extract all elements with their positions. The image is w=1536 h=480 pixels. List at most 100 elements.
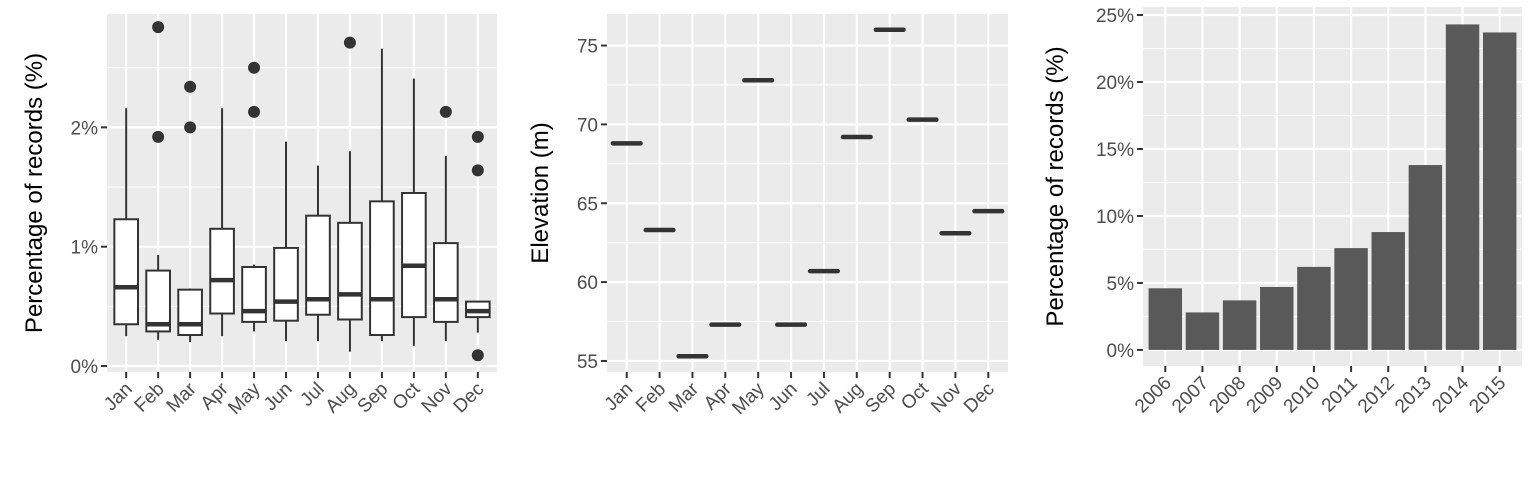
panel-background	[607, 14, 1008, 372]
box-Jul	[305, 165, 331, 341]
bar-2009	[1260, 286, 1294, 350]
x-tick-label: Mar	[665, 378, 703, 416]
x-tick-label: Mar	[163, 378, 201, 416]
iqr-box	[337, 221, 363, 321]
outlier-point	[471, 164, 484, 177]
box-May	[241, 61, 267, 332]
bar-2013	[1408, 165, 1443, 350]
x-tick-label: 2014	[1428, 372, 1473, 417]
panel-3: 0% 5% 10% 15% 20% 25% 200620072008200920102011…	[1042, 6, 1522, 417]
x-tick-label: Sep	[861, 379, 900, 418]
x-tick-label: May	[224, 378, 265, 419]
box-Dec	[464, 130, 491, 362]
bar-2008	[1222, 300, 1257, 350]
x-tick-label: May	[728, 378, 769, 419]
x-tick-label: Nov	[927, 378, 966, 417]
y-axis-title: Percentage of records (%)	[1042, 46, 1069, 326]
iqr-box	[177, 288, 203, 337]
x-tick-label: Jun	[765, 379, 802, 416]
panel-background	[107, 14, 497, 372]
x-tick-label: Aug	[829, 379, 868, 418]
outlier-point	[248, 61, 261, 74]
iqr-box	[401, 192, 427, 319]
box-Apr	[209, 108, 235, 337]
x-tick-label: Dec	[960, 379, 999, 418]
iqr-box	[209, 227, 235, 315]
iqr-box	[369, 200, 395, 337]
x-tick-label: Apr	[700, 378, 736, 414]
x-tick-label: Jul	[802, 379, 834, 411]
y-tick-label: 10%	[1096, 207, 1134, 228]
bar-2007	[1185, 312, 1220, 350]
x-tick-label: 2007	[1168, 373, 1213, 418]
box-Mar	[177, 80, 203, 343]
box-Sep	[369, 48, 395, 341]
y-tick-label: 0%	[71, 357, 99, 378]
y-axis-title: Elevation (m)	[527, 122, 554, 263]
y-tick-label: 60	[577, 273, 598, 294]
iqr-box	[305, 214, 331, 316]
outlier-point	[471, 130, 484, 143]
x-tick-label: 2006	[1131, 373, 1176, 418]
bar-2010	[1297, 266, 1331, 350]
x-tick-label: 2012	[1354, 373, 1399, 418]
y-tick-label: 5%	[1107, 274, 1135, 295]
y-tick-label: 20%	[1096, 73, 1134, 94]
y-tick-label: 15%	[1096, 140, 1134, 161]
box-Aug	[337, 36, 363, 352]
x-tick-label: 2009	[1243, 373, 1288, 418]
box-Nov	[433, 105, 459, 341]
x-tick-label: 2013	[1391, 373, 1436, 418]
box-Jun	[273, 141, 299, 341]
x-tick-label: Feb	[131, 379, 169, 417]
outlier-point	[248, 105, 261, 118]
y-axis-title: Percentage of records (%)	[21, 53, 48, 333]
y-tick-label: 65	[577, 194, 598, 215]
x-tick-label: Nov	[418, 378, 457, 417]
outlier-point	[184, 121, 197, 134]
outlier-point	[152, 130, 165, 143]
x-tick-label: Aug	[322, 379, 361, 418]
box-Feb	[145, 21, 171, 340]
iqr-box	[273, 246, 299, 322]
y-tick-label: 25%	[1096, 6, 1134, 27]
x-tick-label: Jun	[260, 379, 297, 416]
x-tick-label: 2010	[1280, 373, 1325, 418]
box-Jan	[113, 108, 140, 337]
outlier-point	[343, 36, 356, 49]
bar-2015	[1482, 32, 1517, 350]
x-tick-label: 2011	[1318, 373, 1362, 417]
iqr-box	[433, 242, 459, 323]
outlier-point	[152, 21, 165, 34]
y-tick-label: 0%	[1107, 341, 1135, 362]
iqr-box	[113, 218, 140, 326]
x-tick-label: Dec	[450, 379, 489, 418]
x-tick-label: 2015	[1465, 373, 1510, 418]
y-tick-label: 75	[577, 37, 598, 58]
y-tick-label: 55	[577, 352, 598, 373]
outlier-point	[184, 80, 197, 93]
iqr-box	[241, 265, 267, 323]
x-tick-label: 2008	[1205, 373, 1250, 418]
x-tick-label: Sep	[354, 379, 393, 418]
x-tick-label: Jan	[100, 379, 137, 416]
x-tick-label: Apr	[197, 378, 233, 414]
y-tick-label: 70	[577, 115, 598, 136]
y-tick-label: 2%	[71, 118, 99, 139]
x-tick-label: Oct	[897, 378, 933, 414]
y-tick-label: 1%	[71, 238, 99, 259]
bar-2014	[1445, 24, 1480, 350]
outlier-point	[439, 105, 452, 118]
x-tick-label: Jan	[601, 379, 638, 416]
iqr-box	[145, 269, 171, 333]
outlier-point	[471, 349, 484, 362]
box-Oct	[401, 78, 427, 346]
bar-2012	[1371, 232, 1405, 350]
bar-2006	[1148, 288, 1183, 350]
bar-2011	[1334, 248, 1368, 350]
x-tick-label: Feb	[632, 379, 670, 417]
x-tick-label: Oct	[389, 378, 425, 414]
